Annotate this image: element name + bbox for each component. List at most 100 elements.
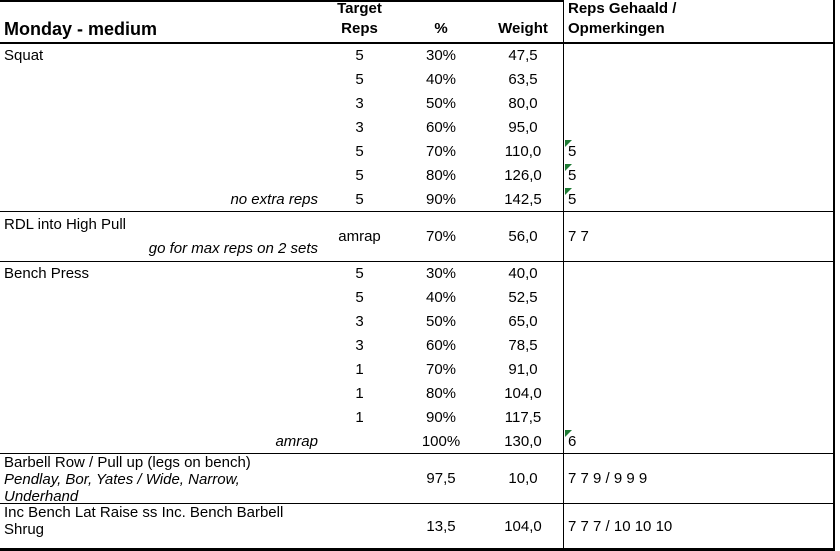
exercise-name-cell[interactable]: Barbell Row / Pull up (legs on bench) Pe… [0,454,320,505]
weight-header-cell[interactable]: Weight [483,0,563,42]
target-reps-cell[interactable] [320,429,399,453]
result-cell[interactable] [563,309,833,334]
exercise-note: no extra reps [230,190,318,208]
exercise-note-cell[interactable]: amrap [0,429,320,453]
exercise-name-cell[interactable]: Inc Bench Lat Raise ss Inc. Bench Barbel… [0,504,320,548]
reps-gehaald-header-cell[interactable]: Reps Gehaald / Opmerkingen [563,0,833,42]
weight-cell[interactable]: 56,0 [508,228,538,245]
weight-cell[interactable]: 10,0 [508,470,538,487]
section-squat: Squat 5 30% 47,5 5 40% 63,5 3 50% 80,0 [0,44,833,212]
percent-cell[interactable]: 50% [425,95,457,113]
percent-cell[interactable]: 80% [425,384,457,402]
target-reps-cell[interactable]: 5 [355,265,364,283]
exercise-note-cell[interactable]: no extra reps [0,187,320,211]
result-cell[interactable]: 7 7 [563,212,833,261]
weight-cell[interactable]: 65,0 [508,313,538,331]
target-reps-cell[interactable]: 5 [355,47,364,65]
target-reps-cell[interactable]: 5 [355,166,364,184]
result-cell[interactable] [563,67,833,92]
weight-cell[interactable]: 104,0 [504,384,542,402]
percent-cell[interactable]: 100% [421,432,461,450]
weight-cell[interactable]: 95,0 [508,119,538,136]
weight-cell[interactable]: 52,5 [508,289,538,307]
result-cell[interactable] [563,357,833,382]
exercise-name: Bench Press [4,265,90,283]
set-row: 5 70% 110,0 5 [0,139,833,164]
day-title-cell[interactable]: Monday - medium [0,0,320,42]
target-reps-cell[interactable]: amrap [338,228,381,245]
exercise-name-cell[interactable]: Bench Press [0,262,320,286]
weight-cell[interactable]: 78,5 [508,337,538,355]
section-barbell-row-pull-up: Barbell Row / Pull up (legs on bench) Pe… [0,454,833,505]
weight-cell[interactable]: 91,0 [508,360,538,378]
result-cell[interactable] [563,405,833,430]
target-reps-cell[interactable]: 1 [355,360,364,378]
result-cell[interactable]: 5 [563,139,833,164]
target-reps-cell[interactable]: 5 [355,190,364,208]
percent-cell[interactable]: 90% [425,190,457,208]
percent-cell[interactable]: 60% [425,119,457,136]
exercise-name: Barbell Row / Pull up (legs on bench) [4,454,251,471]
result-cell[interactable] [563,91,833,116]
target-reps-cell[interactable] [320,454,399,503]
weight-cell[interactable]: 142,5 [504,190,542,208]
percent-cell[interactable]: 40% [425,289,457,307]
percent-cell[interactable]: 30% [425,47,457,65]
target-reps-cell[interactable] [320,504,399,548]
weight-cell[interactable]: 104,0 [504,517,542,535]
weight-cell[interactable]: 130,0 [504,432,542,450]
result-cell[interactable] [563,381,833,406]
target-reps-cell[interactable]: 3 [355,119,364,136]
exercise-name: Squat [4,47,44,65]
exercise-note: go for max reps on 2 sets [148,240,318,258]
target-reps-cell[interactable]: 5 [355,289,364,307]
percent-cell[interactable]: 60% [425,337,457,355]
set-row: 5 80% 126,0 5 [0,163,833,188]
exercise-name: Inc Bench Lat Raise ss Inc. Bench Barbel… [4,504,284,538]
target-reps-cell[interactable]: 3 [355,95,364,113]
result-cell[interactable]: 7 7 9 / 9 9 9 [563,454,833,503]
percent-cell[interactable]: 90% [425,408,457,426]
percent-cell[interactable]: 80% [425,166,457,184]
percent-cell[interactable]: 70% [425,142,457,160]
result-cell[interactable] [563,115,833,140]
weight-cell[interactable]: 110,0 [504,142,542,160]
result-cell[interactable] [563,285,833,310]
set-row: 1 80% 104,0 [0,381,833,406]
result-cell[interactable]: 7 7 7 / 10 10 10 [563,504,833,548]
weight-cell[interactable]: 47,5 [508,47,538,65]
target-reps-cell[interactable]: 1 [355,408,364,426]
comment-flag-icon [565,430,572,438]
set-row: 1 90% 117,5 [0,405,833,430]
percent-cell[interactable]: 30% [425,265,457,283]
weight-cell[interactable]: 63,5 [508,71,538,89]
percent-cell[interactable]: 50% [425,313,457,331]
result-cell[interactable] [563,262,833,286]
target-reps-cell[interactable]: 5 [355,142,364,160]
target-reps-cell[interactable]: 1 [355,384,364,402]
set-row: 5 40% 52,5 [0,285,833,310]
percent-cell[interactable]: 97,5 [426,470,456,487]
percent-cell[interactable]: 70% [425,228,457,245]
exercise-name-cell[interactable]: RDL into High Pull go for max reps on 2 … [0,212,320,261]
target-reps-header-cell[interactable]: Target Reps [320,0,399,42]
result-cell[interactable]: 5 [563,187,833,212]
target-reps-cell[interactable]: 3 [355,313,364,331]
weight-cell[interactable]: 126,0 [504,166,542,184]
percent-cell[interactable]: 13,5 [426,517,456,535]
weight-cell[interactable]: 117,5 [504,408,542,426]
weight-cell[interactable]: 40,0 [508,265,538,283]
set-row: 3 60% 78,5 [0,333,833,358]
result-cell[interactable] [563,333,833,358]
result-cell[interactable] [563,44,833,68]
percent-header-cell[interactable]: % [399,0,483,42]
page-title: Monday - medium [4,19,158,39]
result-cell[interactable]: 6 [563,429,833,453]
target-reps-cell[interactable]: 5 [355,71,364,89]
percent-cell[interactable]: 70% [425,360,457,378]
percent-cell[interactable]: 40% [425,71,457,89]
target-reps-cell[interactable]: 3 [355,337,364,355]
exercise-name-cell[interactable]: Squat [0,44,320,68]
weight-cell[interactable]: 80,0 [508,95,538,113]
result-cell[interactable]: 5 [563,163,833,188]
